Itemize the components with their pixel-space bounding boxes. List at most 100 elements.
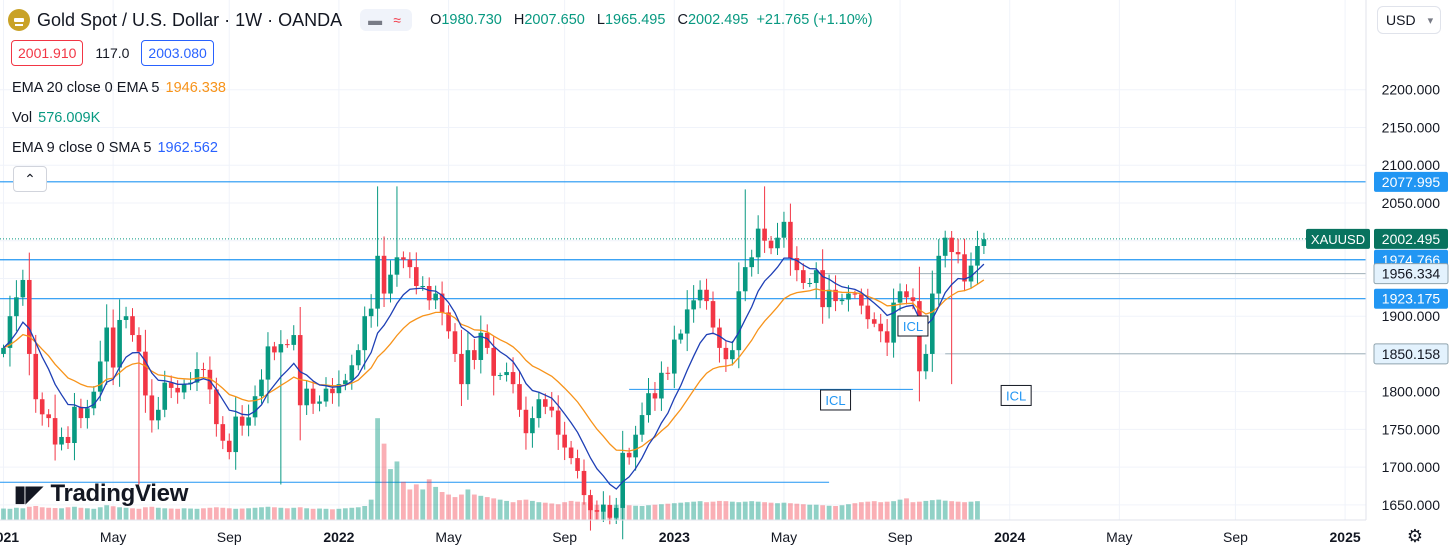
volume-bar bbox=[504, 500, 509, 520]
candle-body bbox=[426, 286, 432, 301]
volume-bar bbox=[736, 502, 742, 520]
settings-gear-icon[interactable]: ⚙ bbox=[1406, 525, 1424, 546]
candle-body bbox=[85, 408, 90, 419]
candle-body bbox=[484, 332, 490, 348]
candle-body bbox=[401, 257, 406, 260]
candle-body bbox=[878, 323, 883, 332]
minus-icon[interactable]: ▬ bbox=[368, 12, 383, 28]
volume-bar bbox=[530, 500, 535, 520]
candle-body bbox=[639, 415, 645, 435]
price-level-tag bbox=[1374, 171, 1448, 192]
time-axis[interactable]: 2021 May Sep 2022 May Sep 2023 May Sep 2024 May Sep… bbox=[0, 529, 1361, 545]
indicator-ema9[interactable]: EMA 9 close 0 SMA 5 1962.562 bbox=[12, 140, 218, 156]
volume-bar bbox=[923, 500, 929, 520]
currency-value: USD bbox=[1386, 12, 1416, 28]
time-tick-label: 2021 bbox=[0, 529, 19, 545]
candle-body bbox=[59, 436, 64, 445]
currency-select[interactable]: USD ▾ bbox=[1377, 6, 1441, 34]
volume-bar bbox=[123, 507, 129, 520]
candle-body bbox=[646, 393, 651, 416]
chart-style-toggle[interactable]: ▬ ≈ bbox=[360, 9, 413, 31]
volume-bar bbox=[33, 506, 39, 520]
price-tick-label: 1700.000 bbox=[1382, 459, 1441, 475]
wave-icon[interactable]: ≈ bbox=[393, 12, 401, 28]
price-tick-label: 1800.000 bbox=[1382, 384, 1441, 400]
sell-button[interactable]: 2001.910 bbox=[11, 40, 84, 66]
volume-bar bbox=[310, 508, 316, 520]
candle-body bbox=[433, 293, 438, 301]
candle-body bbox=[749, 257, 754, 268]
candle-body bbox=[1, 347, 6, 354]
volume-bar bbox=[291, 507, 297, 520]
ohlc-values: O1980.730 H2007.650 L1965.495 C2002.495 bbox=[430, 12, 756, 28]
volume-bar bbox=[220, 507, 226, 520]
price-level-tag bbox=[1374, 288, 1448, 309]
volume-bar bbox=[52, 508, 58, 520]
candle-body bbox=[407, 259, 413, 268]
price-axis[interactable]: 1650.0001700.0001750.0001800.0001850.000… bbox=[1306, 82, 1449, 513]
close-value: 2002.495 bbox=[687, 12, 749, 28]
volume-bar bbox=[336, 508, 342, 520]
candle-body bbox=[968, 265, 974, 282]
candle-body bbox=[504, 372, 509, 376]
candle-body bbox=[659, 372, 664, 399]
indicator-volume[interactable]: Vol 576.009K bbox=[12, 110, 100, 126]
candle-body bbox=[491, 347, 496, 376]
volume-bar bbox=[143, 507, 148, 520]
candle-body bbox=[704, 289, 709, 302]
volume-bar bbox=[110, 506, 116, 520]
volume-bar bbox=[807, 504, 813, 520]
candle-body bbox=[717, 327, 722, 348]
volume-bar bbox=[917, 501, 922, 520]
candle-body bbox=[826, 289, 832, 308]
volume-bar bbox=[910, 502, 916, 520]
volume-bar bbox=[426, 479, 432, 520]
volume-bar bbox=[800, 504, 806, 520]
candle-body bbox=[575, 458, 580, 471]
candle-body bbox=[162, 382, 168, 410]
volume-bar bbox=[278, 507, 284, 520]
candle-body bbox=[897, 291, 903, 303]
time-tick-label: Sep bbox=[552, 529, 577, 545]
candle-body bbox=[543, 399, 548, 407]
candle-body bbox=[46, 414, 51, 419]
symbol-title[interactable]: Gold Spot / U.S. Dollar · 1W · OANDA bbox=[37, 9, 343, 30]
candle-body bbox=[452, 331, 458, 354]
candle-body bbox=[652, 393, 658, 399]
open-value: 1980.730 bbox=[441, 12, 502, 28]
candle-body bbox=[175, 387, 180, 393]
volume-bar bbox=[639, 506, 645, 520]
volume-bar bbox=[671, 503, 677, 520]
candle-body bbox=[194, 369, 200, 383]
volume-bar bbox=[401, 481, 406, 520]
volume-bar bbox=[575, 501, 580, 520]
collapse-legend-button[interactable]: ⌃ bbox=[13, 166, 47, 192]
volume-bar bbox=[517, 500, 522, 520]
candle-body bbox=[755, 228, 761, 258]
volume-bar bbox=[704, 502, 709, 520]
volume-bar bbox=[175, 508, 181, 520]
time-tick-label: 2025 bbox=[1330, 529, 1361, 545]
volume-bar bbox=[523, 499, 529, 520]
volume-bar bbox=[826, 505, 832, 520]
buy-button[interactable]: 2003.080 bbox=[141, 40, 214, 66]
volume-bar bbox=[136, 508, 142, 520]
volume-bar bbox=[536, 502, 542, 520]
volume-bar bbox=[446, 494, 451, 520]
volume-bar bbox=[388, 469, 393, 520]
candle-body bbox=[368, 308, 374, 317]
volume-bar bbox=[697, 501, 703, 520]
candle-body bbox=[375, 255, 380, 309]
price-tick-label: 2100.000 bbox=[1382, 157, 1441, 173]
candle-body bbox=[97, 361, 103, 392]
volume-bar bbox=[7, 508, 13, 520]
indicator-ema20[interactable]: EMA 20 close 0 EMA 5 1946.338 bbox=[12, 80, 226, 96]
candle-body bbox=[665, 372, 671, 374]
volume-bar bbox=[226, 508, 232, 520]
candle-body bbox=[762, 228, 767, 241]
tv-mark-icon: ▮◤ bbox=[14, 481, 43, 506]
volume-bar bbox=[788, 503, 793, 520]
volume-bar bbox=[65, 507, 71, 520]
volume-bar bbox=[897, 499, 903, 520]
